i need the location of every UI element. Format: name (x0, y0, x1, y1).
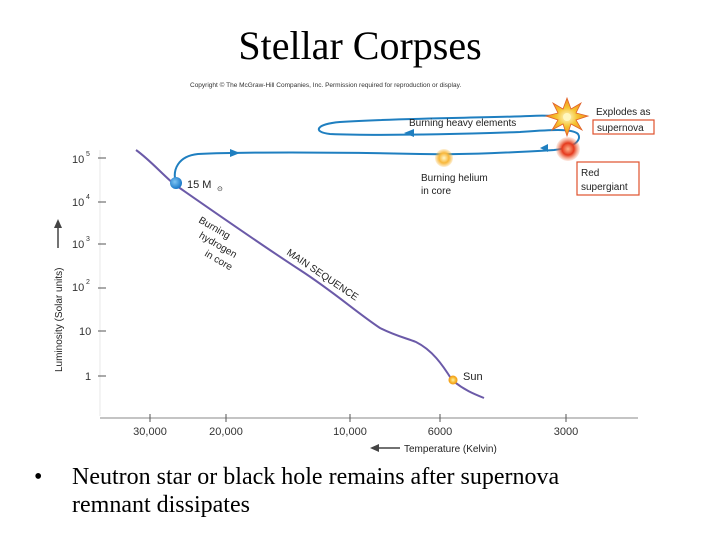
y-tick-10-5: 10 5 (72, 151, 106, 166)
track-arrow-3 (540, 144, 548, 152)
y-tick-exp: 5 (86, 151, 90, 158)
bullet-text-line-2: remnant dissipates (72, 492, 250, 518)
burning-helium-label: Burning helium (421, 173, 488, 184)
solar-symbol-label: ⊙ (217, 186, 223, 193)
bullet-symbol: • (34, 464, 43, 490)
red-supergiant-label: Red (581, 168, 599, 179)
main-sequence-label: MAIN SEQUENCE (284, 247, 360, 303)
y-tick-10-3: 10 3 (72, 236, 106, 251)
x-tick-label: 6000 (428, 426, 452, 438)
burning-heavy-label: Burning heavy elements (409, 118, 516, 129)
x-axis-title: Temperature (Kelvin) (370, 444, 497, 455)
supernova-box (592, 119, 655, 135)
x-tick-label: 3000 (554, 426, 578, 438)
x-axis-arrow-head (370, 444, 379, 452)
y-tick-exp: 3 (86, 236, 90, 243)
copyright-notice: Copyright © The McGraw-Hill Companies, I… (190, 82, 462, 89)
x-tick-label: 10,000 (333, 426, 367, 438)
star-15-solar-mass (170, 177, 182, 189)
y-tick-base: 10 (72, 282, 84, 294)
y-axis-arrow-head (54, 219, 62, 228)
y-tick-base: 10 (72, 197, 84, 209)
red-supergiant-label-2: supergiant (581, 182, 628, 193)
burning-helium-core-label: in core (421, 186, 451, 197)
y-tick-base: 10 (72, 154, 84, 166)
x-axis-label: Temperature (Kelvin) (404, 444, 497, 455)
x-tick-6000: 6000 (428, 414, 452, 438)
y-tick-exp: 2 (86, 279, 90, 286)
x-tick-30000: 30,000 (133, 414, 167, 438)
evolution-track (173, 114, 580, 184)
track-arrow-2 (404, 129, 414, 137)
sun-label: Sun (463, 371, 483, 383)
red-supergiant-star (556, 137, 580, 161)
y-tick-base: 10 (79, 326, 91, 338)
y-tick-1: 1 (85, 371, 106, 383)
helium-burning-star (435, 149, 453, 167)
track-arrow-1 (230, 149, 240, 157)
explodes-label: Explodes as (596, 107, 650, 118)
bullet-text-line-1: Neutron star or black hole remains after… (72, 464, 560, 490)
y-axis-label: Luminosity (Solar units) (54, 268, 65, 372)
star-mass-label: 15 M (187, 179, 211, 191)
sun-marker (448, 375, 458, 385)
slide-title: Stellar Corpses (238, 23, 482, 68)
supernova-label: supernova (597, 123, 644, 134)
x-tick-10000: 10,000 (333, 414, 367, 438)
supernova-core (563, 113, 571, 121)
y-tick-exp: 4 (86, 194, 90, 201)
red-supergiant-box (576, 161, 640, 196)
y-tick-10: 10 (79, 326, 106, 338)
y-axis-title: Luminosity (Solar units) (54, 219, 65, 372)
y-tick-10-2: 10 2 (72, 279, 106, 294)
y-tick-10-4: 10 4 (72, 194, 106, 209)
x-tick-3000: 3000 (554, 414, 578, 438)
x-tick-label: 30,000 (133, 426, 167, 438)
x-tick-label: 20,000 (209, 426, 243, 438)
x-tick-20000: 20,000 (209, 414, 243, 438)
burning-hydrogen-label: Burning hydrogen in core (197, 215, 239, 273)
y-tick-base: 1 (85, 371, 91, 383)
y-tick-base: 10 (72, 239, 84, 251)
